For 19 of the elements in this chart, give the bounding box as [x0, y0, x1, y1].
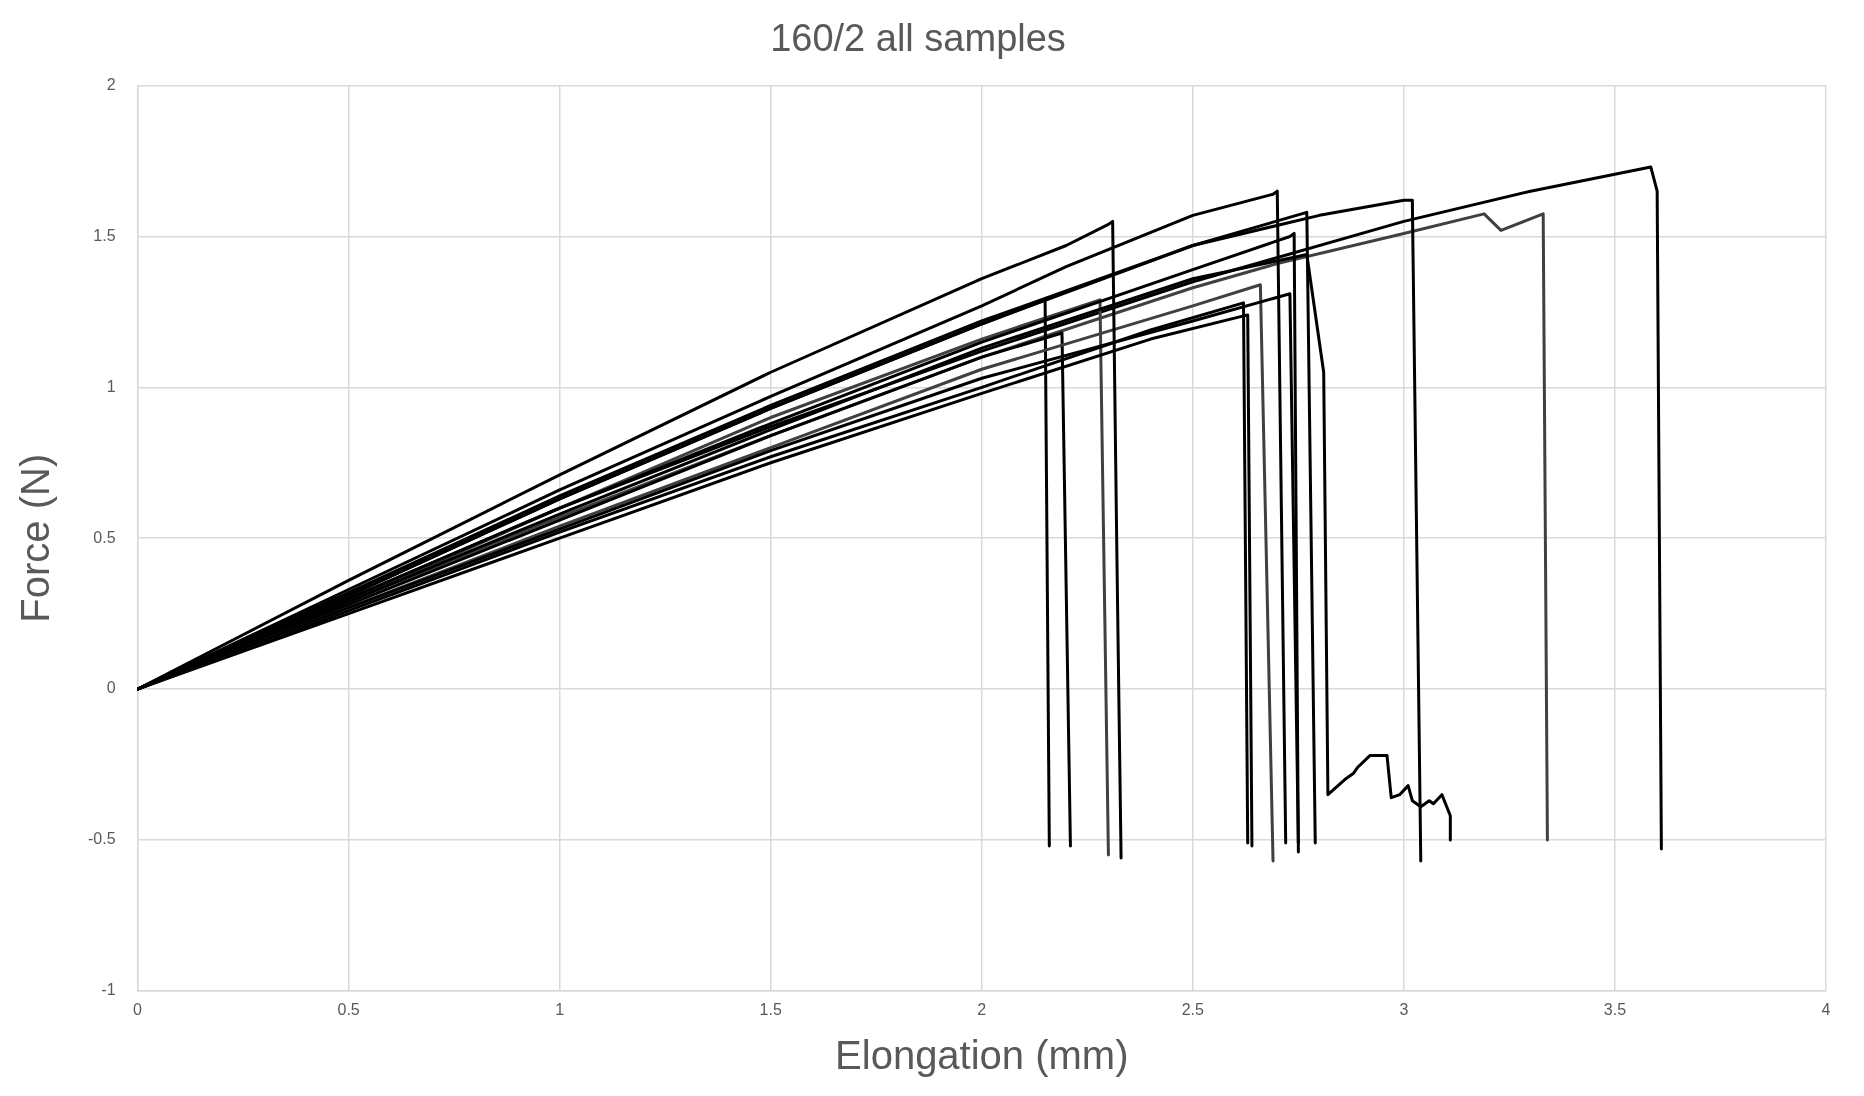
x-tick-label: 4: [1821, 1000, 1831, 1018]
y-tick-label: 0.5: [93, 528, 116, 546]
x-tick-label: 3: [1399, 1000, 1409, 1018]
y-tick-label: -1: [101, 981, 116, 999]
chart-title: 160/2 all samples: [770, 17, 1066, 60]
y-tick-label: 1.5: [93, 226, 116, 244]
y-tick-label: -0.5: [87, 830, 116, 848]
x-tick-label: 1: [555, 1000, 565, 1018]
x-tick-label: 0: [133, 1000, 143, 1018]
y-tick-label: 1: [106, 377, 116, 395]
x-axis-title: Elongation (mm): [835, 1033, 1129, 1078]
y-axis-title: Force (N): [13, 453, 58, 623]
y-tick-label: 2: [106, 76, 116, 94]
x-tick-label: 1.5: [759, 1000, 782, 1018]
y-tick-label: 0: [106, 679, 116, 697]
x-tick-label: 0.5: [337, 1000, 360, 1018]
x-tick-label: 2.5: [1181, 1000, 1205, 1018]
x-tick-label: 2: [977, 1000, 987, 1018]
x-tick-label: 3.5: [1603, 1000, 1627, 1018]
